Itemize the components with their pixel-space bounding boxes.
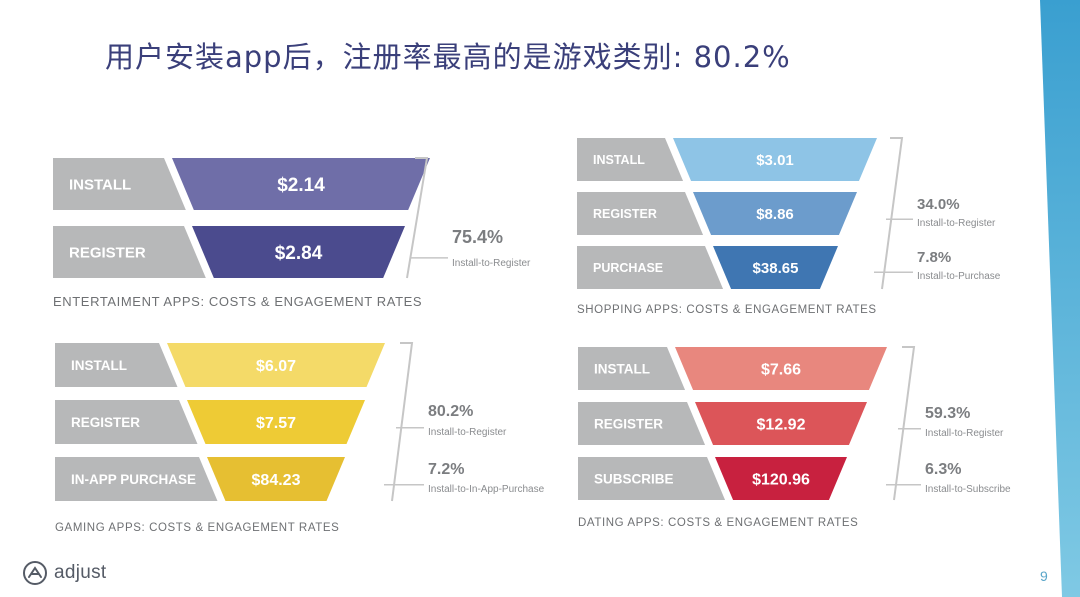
stage-cost-bar (693, 192, 857, 235)
rate-label: Install-to-Register (925, 428, 1004, 439)
rate-label: Install-to-Subscribe (925, 484, 1011, 495)
stage-cost-bar (715, 457, 847, 500)
stage-label-box (577, 138, 684, 181)
funnel-bracket (881, 137, 904, 290)
stage-cost-value: $12.92 (757, 416, 806, 433)
stage-cost-value: $8.86 (756, 206, 794, 223)
stage-label-box (53, 158, 186, 210)
adjust-logo-icon (23, 561, 47, 585)
rate-value: 59.3% (925, 405, 970, 422)
stage-cost-bar (695, 402, 867, 445)
decorative-edge-stripe (1040, 0, 1080, 597)
funnel-bracket (391, 342, 414, 502)
stage-label: INSTALL (71, 358, 127, 373)
funnel-bracket (406, 157, 429, 279)
stage-label-box (577, 246, 724, 289)
rate-label: Install-to-In-App-Purchase (428, 484, 545, 495)
rate-label: Install-to-Register (917, 218, 996, 229)
funnel-bracket (893, 346, 916, 501)
stage-cost-value: $6.07 (256, 358, 296, 375)
stage-label-box (578, 457, 726, 500)
stage-cost-bar (167, 343, 385, 387)
rate-value: 75.4% (452, 227, 503, 247)
stage-label: REGISTER (594, 416, 663, 431)
stage-label-box (578, 402, 706, 445)
stage-cost-bar (675, 347, 887, 390)
stage-label: REGISTER (69, 244, 146, 261)
stage-cost-value: $2.14 (277, 175, 325, 196)
page-number: 9 (1040, 568, 1048, 584)
rate-value: 34.0% (917, 196, 960, 213)
rate-label: Install-to-Register (428, 427, 507, 438)
stage-label-box (55, 400, 198, 444)
adjust-logo: adjust (22, 560, 107, 586)
slide-title: 用户安装app后，注册率最高的是游戏类别: 80.2% (105, 40, 791, 74)
rate-value: 80.2% (428, 403, 473, 420)
stage-label: PURCHASE (593, 261, 663, 275)
stage-label: SUBSCRIBE (594, 471, 674, 486)
rate-value: 7.8% (917, 249, 951, 266)
funnel-caption: SHOPPING APPS: COSTS & ENGAGEMENT RATES (577, 304, 877, 316)
rate-value: 7.2% (428, 461, 464, 478)
stage-label-box (577, 192, 704, 235)
stage-cost-value: $38.65 (753, 260, 799, 277)
stage-label-box (55, 343, 178, 387)
stage-label: REGISTER (593, 207, 657, 221)
rate-value: 6.3% (925, 461, 961, 478)
stage-cost-value: $84.23 (252, 472, 301, 489)
stage-label: INSTALL (69, 176, 131, 193)
rate-label: Install-to-Register (452, 258, 531, 269)
stage-cost-value: $7.57 (256, 415, 296, 432)
stage-cost-bar (192, 226, 405, 278)
stage-label-box (578, 347, 686, 390)
funnel-caption: DATING APPS: COSTS & ENGAGEMENT RATES (578, 517, 858, 529)
stage-cost-bar (207, 457, 345, 501)
logo-text: adjust (54, 562, 107, 583)
stage-cost-value: $2.84 (275, 243, 323, 264)
stage-label-box (55, 457, 218, 501)
funnel-caption: GAMING APPS: COSTS & ENGAGEMENT RATES (55, 522, 339, 534)
funnel-caption: ENTERTAIMENT APPS: COSTS & ENGAGEMENT RA… (53, 294, 422, 309)
stage-label: IN-APP PURCHASE (71, 472, 196, 487)
stage-cost-bar (713, 246, 838, 289)
stage-cost-value: $3.01 (756, 152, 794, 169)
stage-cost-bar (673, 138, 877, 181)
stage-label-box (53, 226, 206, 278)
stage-cost-bar (187, 400, 365, 444)
stage-label: INSTALL (594, 361, 650, 376)
stage-label: INSTALL (593, 153, 645, 167)
stage-cost-bar (172, 158, 430, 210)
stage-cost-value: $7.66 (761, 361, 801, 378)
rate-label: Install-to-Purchase (917, 271, 1001, 282)
stage-cost-value: $120.96 (752, 471, 810, 488)
stage-label: REGISTER (71, 415, 140, 430)
